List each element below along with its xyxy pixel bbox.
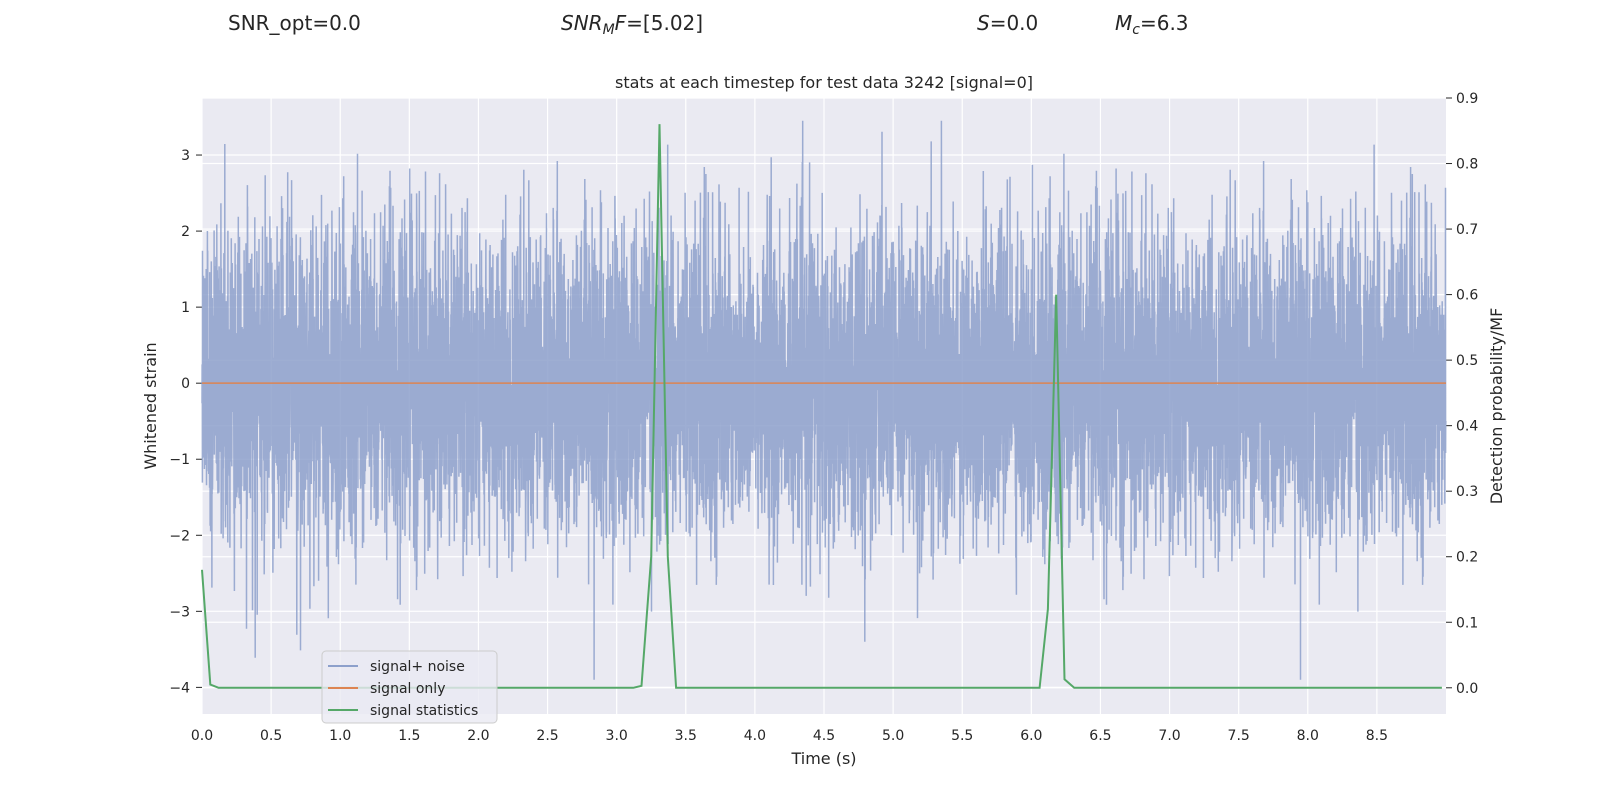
y-tick-label: 3 [181,148,190,164]
x-tick-label: 1.5 [398,728,420,744]
mc-name: M [1115,11,1133,35]
y2-tick-label: 0.2 [1456,550,1478,566]
legend-entry: signal statistics [370,703,478,719]
y-tick-label: 1 [181,300,190,316]
x-tick-label: 0.0 [191,728,213,744]
x-tick-label: 3.5 [675,728,697,744]
x-tick-labels: 0.0 0.5 1.0 1.5 2.0 2.5 3.0 3.5 4.0 4.5 5.0 5.5 6.0 6… [191,728,1388,744]
legend-box [321,650,498,724]
x-tick-label: 4.0 [744,728,766,744]
y2-tick-label: 0.4 [1456,419,1478,435]
y-tick-label: −2 [169,528,190,544]
y-tick-label: −1 [169,452,190,468]
y2-axis-label: Detection probability/MF [1487,308,1506,505]
legend: signal+ noise signal only signal statistic… [321,650,498,724]
legend-entry: signal+ noise [370,659,465,675]
y-tick-labels: 3 2 1 0 −1 −2 −3 −4 [169,148,190,696]
x-tick-label: 5.0 [882,728,904,744]
y2-tick-label: 0.1 [1456,615,1478,631]
s-label: S=0.0 [977,11,1038,35]
x-tick-label: 1.0 [329,728,351,744]
snr-mf-value: =[5.02] [626,11,704,35]
x-tick-label: 3.0 [606,728,628,744]
legend-entry: signal only [370,681,445,697]
mc-sub: c [1132,22,1140,38]
x-tick-label: 2.0 [467,728,489,744]
x-tick-label: 2.5 [536,728,558,744]
noise-series [201,120,1447,680]
y-axis-label: Whitened strain [141,342,160,469]
y2-tick-labels: 0.9 0.8 0.7 0.6 0.5 0.4 0.3 0.2 0.1 0.0 [1456,91,1478,697]
y-tick-label: 2 [181,224,190,240]
snr-mf-sub: M [602,22,615,38]
x-tick-label: 8.0 [1297,728,1319,744]
y2-tick-label: 0.3 [1456,484,1478,500]
y2-tick-label: 0.5 [1456,353,1478,369]
y2-tick-label: 0.9 [1456,91,1478,107]
snr-opt-label: SNR_opt=0.0 [228,11,361,35]
x-tick-label: 8.5 [1366,728,1388,744]
y-tick-label: −3 [169,604,190,620]
snr-mf-suffix: F [614,11,627,35]
x-tick-label: 6.5 [1089,728,1111,744]
x-tick-label: 4.5 [813,728,835,744]
x-tick-label: 7.5 [1228,728,1250,744]
s-value: =0.0 [989,11,1039,35]
y-tick-label: 0 [181,376,190,392]
y2-tick-label: 0.7 [1456,222,1478,238]
snr-mf-name: SNR [561,11,603,35]
y2-tick-label: 0.0 [1456,681,1478,697]
mc-label: Mc=6.3 [1115,11,1189,38]
x-axis-label: Time (s) [790,749,856,768]
snr-mf-label: SNRMF=[5.02] [561,11,703,38]
x-tick-label: 7.0 [1158,728,1180,744]
chart-title: stats at each timestep for test data 324… [615,73,1033,92]
x-tick-label: 0.5 [260,728,282,744]
s-name: S [977,11,990,35]
mc-value: =6.3 [1139,11,1189,35]
y2-tick-label: 0.6 [1456,288,1478,304]
y2-tick-label: 0.8 [1456,157,1478,173]
x-tick-label: 5.5 [951,728,973,744]
y-tick-label: −4 [169,680,190,696]
x-tick-label: 6.0 [1020,728,1042,744]
noise-line [201,120,1447,680]
